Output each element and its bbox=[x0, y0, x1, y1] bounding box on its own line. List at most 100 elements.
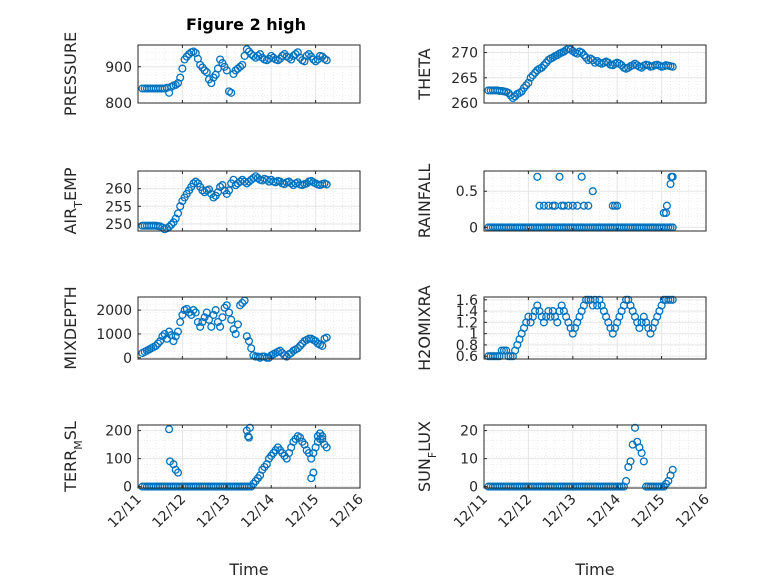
x-tick-label: 12/11 bbox=[451, 492, 491, 532]
data-point bbox=[524, 78, 533, 87]
data-point bbox=[189, 306, 198, 315]
data-point bbox=[189, 47, 198, 56]
data-point bbox=[218, 181, 227, 190]
y-axis-label: SUNFLUX bbox=[415, 421, 439, 492]
axes-box bbox=[137, 44, 361, 104]
data-point bbox=[322, 56, 331, 65]
data-point bbox=[302, 51, 311, 60]
data-point bbox=[577, 48, 586, 57]
data-point bbox=[233, 320, 242, 329]
data-series bbox=[484, 423, 677, 491]
data-point bbox=[322, 180, 331, 189]
data-point bbox=[533, 172, 542, 181]
data-point bbox=[309, 468, 318, 477]
y-tick-label: 20 bbox=[460, 424, 478, 440]
data-point bbox=[668, 465, 677, 474]
y-tick-label: 270 bbox=[451, 46, 478, 62]
subplot-rainfall: 0 0.5 RAINFALL bbox=[415, 164, 707, 238]
data-point bbox=[236, 301, 245, 310]
data-point bbox=[539, 61, 548, 70]
axes-box bbox=[483, 170, 707, 232]
y-tick-label: 900 bbox=[105, 60, 132, 76]
data-point bbox=[178, 310, 187, 319]
data-point bbox=[617, 482, 626, 491]
data-point bbox=[318, 434, 327, 444]
data-point bbox=[229, 325, 238, 334]
data-point bbox=[533, 66, 542, 75]
y-tick-label: 1000 bbox=[96, 327, 132, 343]
data-point bbox=[242, 45, 251, 54]
y-axis-label: TERRMSL bbox=[61, 421, 85, 493]
y-tick-label: 250 bbox=[105, 217, 132, 233]
data-point bbox=[244, 432, 253, 441]
data-point bbox=[584, 201, 593, 210]
axes-box bbox=[137, 296, 361, 360]
data-point bbox=[207, 322, 216, 331]
y-axis-label: MIXDEPTH bbox=[61, 286, 80, 369]
data-point bbox=[202, 308, 211, 317]
data-series bbox=[484, 44, 677, 103]
data-point bbox=[242, 332, 251, 341]
data-point bbox=[193, 317, 202, 327]
x-tick-label: 12/15 bbox=[283, 492, 323, 532]
x-tick-label: 12/13 bbox=[540, 492, 580, 532]
data-point bbox=[200, 313, 209, 322]
data-point bbox=[522, 81, 531, 90]
data-point bbox=[171, 80, 180, 89]
data-point bbox=[304, 50, 313, 59]
data-point bbox=[165, 222, 174, 231]
data-point bbox=[553, 51, 562, 60]
data-point bbox=[318, 341, 327, 350]
data-point bbox=[579, 51, 588, 60]
y-tick-label: 260 bbox=[451, 96, 478, 112]
x-axis-label: Time bbox=[228, 560, 268, 579]
data-point bbox=[176, 73, 185, 82]
data-point bbox=[553, 318, 562, 327]
data-series bbox=[138, 423, 331, 491]
subplot-sun-flux: 0 10 20 12/11 12/12 12/13 12/14 12/15 12/16 Time S… bbox=[415, 421, 713, 579]
y-tick-label: 1.6 bbox=[456, 293, 478, 309]
data-point bbox=[508, 93, 517, 103]
data-point bbox=[506, 352, 515, 361]
x-tick-label: 12/16 bbox=[673, 491, 713, 531]
data-point bbox=[531, 68, 540, 77]
data-point bbox=[224, 186, 234, 195]
data-point bbox=[191, 308, 200, 317]
y-axis-label: H2OMIXRA bbox=[415, 285, 434, 371]
data-point bbox=[626, 457, 635, 466]
data-point bbox=[588, 187, 597, 196]
y-tick-label: 0.5 bbox=[456, 184, 478, 200]
data-point bbox=[200, 66, 209, 75]
y-tick-label: 0 bbox=[123, 480, 132, 496]
data-point bbox=[515, 88, 524, 97]
data-point bbox=[253, 51, 262, 60]
y-tick-label: 0.8 bbox=[456, 338, 478, 354]
data-point bbox=[209, 193, 218, 202]
data-point bbox=[151, 341, 160, 350]
y-tick-label: 200 bbox=[105, 424, 132, 440]
data-point bbox=[639, 457, 648, 466]
y-tick-label: 260 bbox=[105, 182, 132, 198]
y-tick-label: 0 bbox=[469, 480, 478, 496]
y-tick-label: 800 bbox=[105, 96, 132, 112]
data-point bbox=[296, 341, 305, 350]
axes-box bbox=[483, 296, 707, 360]
data-point bbox=[218, 313, 227, 322]
data-point bbox=[304, 334, 313, 343]
x-tick-label: 12/14 bbox=[238, 491, 278, 531]
data-point bbox=[165, 425, 174, 434]
data-point bbox=[637, 448, 646, 458]
x-tick-label: 12/14 bbox=[584, 491, 624, 531]
data-point bbox=[244, 433, 254, 442]
data-point bbox=[309, 55, 318, 64]
x-axis-label: Time bbox=[574, 560, 614, 579]
data-point bbox=[209, 310, 218, 319]
data-point bbox=[220, 303, 229, 312]
x-tick-label: 12/15 bbox=[629, 492, 669, 532]
data-point bbox=[615, 59, 624, 68]
data-point bbox=[586, 54, 595, 63]
data-point bbox=[178, 64, 187, 73]
data-point bbox=[227, 88, 236, 97]
data-point bbox=[548, 53, 557, 62]
data-point bbox=[555, 172, 564, 181]
